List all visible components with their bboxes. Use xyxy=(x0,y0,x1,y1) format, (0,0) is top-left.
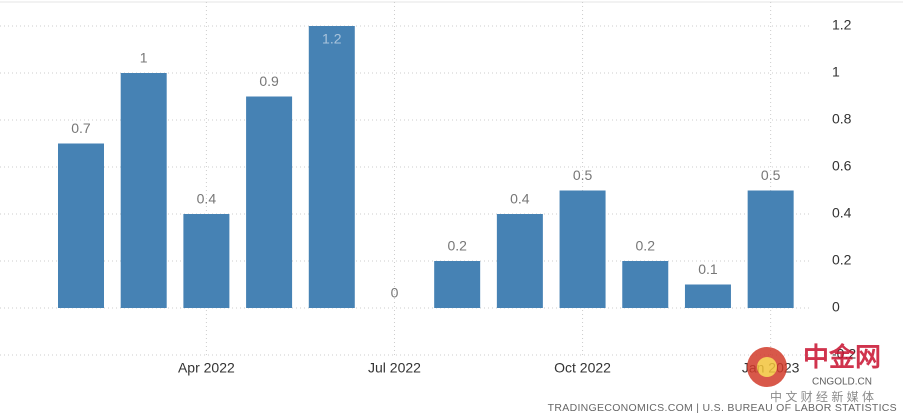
bar xyxy=(246,96,293,308)
y-tick-label: 0.4 xyxy=(832,205,852,221)
y-tick-label: 0.8 xyxy=(832,111,852,127)
y-tick-label: 1.2 xyxy=(832,17,852,33)
watermark-tagline: 中 文 财 经 新 媒 体 xyxy=(770,389,874,404)
watermark-logo: 中金网 xyxy=(803,342,881,372)
bar xyxy=(622,261,669,308)
value-label: 0.5 xyxy=(573,167,593,183)
watermark: 中金网 CNGOLD.CN 中 文 财 经 新 媒 体 xyxy=(747,342,881,404)
value-label: 1.2 xyxy=(322,31,342,47)
value-label: 1 xyxy=(140,50,148,66)
y-tick-label: 1 xyxy=(832,64,840,80)
value-label: 0.2 xyxy=(636,238,656,254)
value-label: 0 xyxy=(391,285,399,301)
bar xyxy=(684,284,731,308)
x-tick-label: Apr 2022 xyxy=(178,360,235,376)
value-label: 0.7 xyxy=(71,120,91,136)
bar xyxy=(496,214,543,308)
bar xyxy=(559,190,606,308)
value-label: 0.5 xyxy=(761,167,781,183)
x-tick-label: Jul 2022 xyxy=(368,360,421,376)
bar xyxy=(747,190,794,308)
value-label: 0.4 xyxy=(510,191,530,207)
value-label: 0.1 xyxy=(698,261,718,277)
x-tick-label: Oct 2022 xyxy=(554,360,611,376)
y-tick-label: 0.2 xyxy=(832,252,852,268)
y-tick-label: -0.2 xyxy=(832,346,856,362)
bar xyxy=(308,26,355,308)
watermark-site: CNGOLD.CN xyxy=(812,377,872,388)
bar xyxy=(183,214,230,308)
value-label: 0.4 xyxy=(197,191,217,207)
value-label: 0.9 xyxy=(259,73,279,89)
bar xyxy=(120,73,167,308)
source: TRADINGECONOMICS.COM | U.S. BUREAU OF LA… xyxy=(548,402,897,414)
watermark-logo-inner xyxy=(757,357,777,377)
bar xyxy=(57,143,104,308)
y-tick-label: 0.6 xyxy=(832,158,852,174)
value-label: 0.2 xyxy=(447,238,467,254)
bar xyxy=(434,261,481,308)
y-tick-label: 0 xyxy=(832,299,840,315)
